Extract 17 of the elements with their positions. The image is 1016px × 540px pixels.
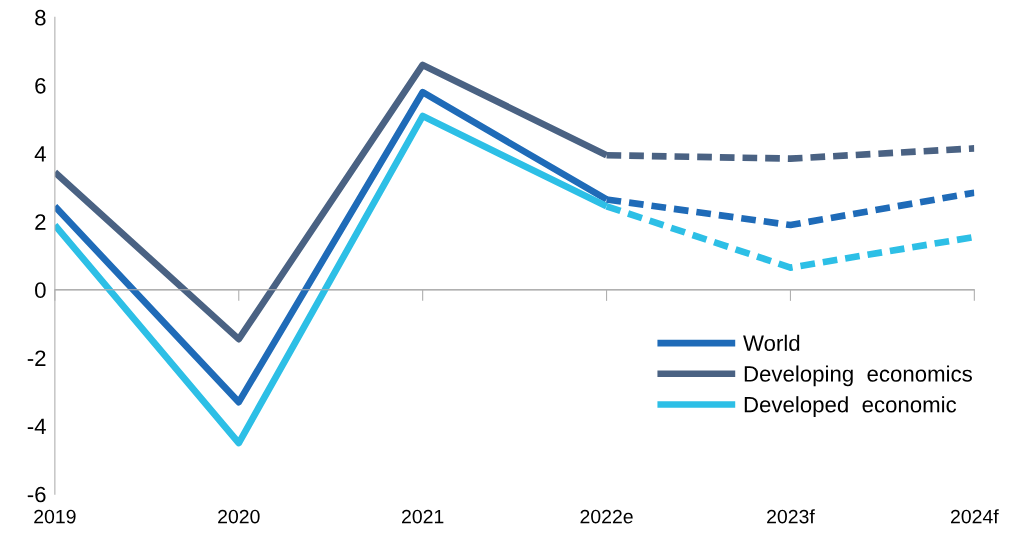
y-tick-label: 6 [35, 77, 46, 94]
x-tick-label: 2020 [218, 509, 260, 524]
legend-label: Developed economic [744, 396, 957, 417]
x-tick-label: 2024f [951, 509, 999, 524]
y-tick-label: -6 [27, 486, 46, 503]
legend-label: World [743, 334, 800, 352]
x-tick-label: 2019 [34, 509, 76, 524]
x-tick-label: 2021 [402, 509, 444, 524]
x-tick-label: 2023f [767, 509, 815, 524]
y-tick-label: -4 [27, 418, 46, 435]
y-tick-label: 0 [35, 282, 46, 299]
legend-label: Developing economics [744, 365, 972, 387]
y-tick-label: 2 [35, 214, 46, 230]
y-tick-label: 4 [34, 146, 46, 162]
y-tick-label: -2 [27, 350, 46, 366]
y-tick-label: 8 [35, 9, 46, 26]
x-tick-label: 2022e [580, 509, 633, 524]
